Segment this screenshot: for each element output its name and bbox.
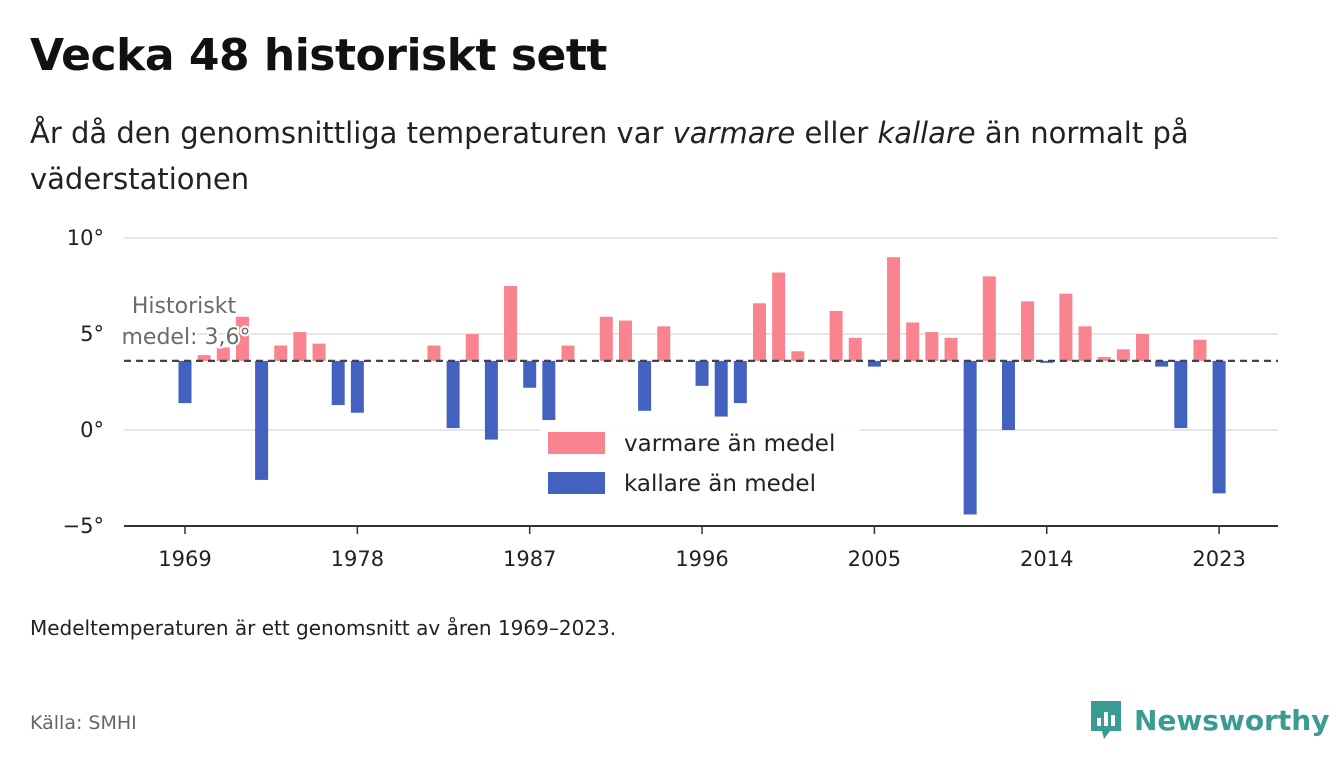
x-tick-label: 1978 [331, 547, 384, 571]
chart-subtitle: År då den genomsnittliga temperaturen va… [30, 110, 1280, 202]
bar-cold [1174, 360, 1188, 429]
average-label: medel: 3,6° [122, 325, 251, 350]
y-tick-label: 5° [80, 322, 104, 346]
bar-warm [197, 355, 211, 361]
bar-warm [312, 343, 326, 361]
bar-cold [446, 360, 460, 429]
bar-warm [1059, 293, 1073, 361]
bar-warm [274, 345, 288, 361]
bar-cold [350, 360, 364, 413]
source-label: Källa: SMHI [30, 712, 137, 734]
newsworthy-logo-icon [1091, 701, 1121, 739]
bar-cold [1155, 360, 1169, 367]
subtitle-text-end: än normalt på väderstationen [30, 116, 1189, 196]
bar-warm [599, 316, 613, 361]
bar-warm [293, 332, 307, 361]
bar-warm [848, 337, 862, 361]
bar-cold [695, 360, 709, 386]
bar-cold [178, 360, 192, 404]
bar-warm [427, 345, 441, 361]
y-tick-label: 0° [80, 418, 104, 442]
bar-warm [753, 303, 766, 361]
bar-cold [714, 360, 728, 417]
bar-warm [944, 337, 958, 361]
bar-warm [618, 320, 632, 361]
bar-warm [1116, 349, 1130, 361]
x-tick-label: 2014 [1020, 547, 1073, 571]
bar-cold [331, 360, 345, 406]
page-title: Vecka 48 historiskt sett [30, 30, 607, 81]
x-tick-label: 1996 [675, 547, 728, 571]
bar-warm [465, 334, 479, 361]
bar-cold [1001, 360, 1015, 430]
brand-name: Newsworthy [1134, 703, 1330, 737]
x-tick-label: 1987 [503, 547, 556, 571]
bar-cold [542, 360, 556, 421]
temperature-bar-chart: −5° 0° 5° 10° 1969 1978 1987 1996 2005 2014 2023 Hi… [63, 226, 1278, 571]
bar-cold [1212, 360, 1226, 494]
brand-logo[interactable]: Newsworthy [1088, 698, 1329, 742]
legend-label: kallare än medel [624, 471, 816, 497]
bar-warm [235, 316, 249, 361]
bar-cold [255, 360, 269, 480]
subtitle-cold-word: kallare [877, 116, 976, 150]
bar-cold [523, 360, 537, 388]
footnote: Medeltemperaturen är ett genomsnitt av å… [30, 616, 617, 640]
bar-warm [1078, 326, 1092, 361]
y-tick-label: 10° [67, 226, 104, 250]
subtitle-text-mid: eller [795, 116, 878, 150]
bar-warm [829, 310, 843, 361]
bar-warm [561, 345, 575, 361]
bar-warm [791, 351, 805, 361]
bar-warm [906, 322, 920, 361]
bar-cold [867, 360, 881, 367]
bar-warm [925, 332, 939, 361]
bar-warm [1021, 301, 1035, 361]
subtitle-text-start: År då den genomsnittliga temperaturen va… [30, 116, 673, 150]
bar-warm [887, 257, 901, 361]
bar-cold [1040, 360, 1054, 363]
y-tick-label: −5° [63, 514, 104, 538]
bar-warm [504, 286, 518, 361]
bar-warm [1097, 357, 1111, 361]
average-label: Historiskt [132, 294, 237, 319]
bar-warm [982, 276, 996, 361]
bar-warm [1136, 334, 1149, 361]
x-tick-label: 2023 [1192, 547, 1245, 571]
bar-warm [772, 272, 786, 361]
x-tick-label: 2005 [848, 547, 901, 571]
bar-cold [733, 360, 747, 404]
bar-cold [638, 360, 652, 411]
bar-cold [484, 360, 498, 440]
x-tick-label: 1969 [158, 547, 211, 571]
bar-cold [963, 360, 977, 515]
subtitle-warm-word: varmare [672, 116, 796, 150]
bar-warm [1193, 339, 1207, 361]
legend-swatch [548, 432, 605, 454]
legend-swatch [548, 472, 605, 494]
legend-label: varmare än medel [624, 431, 835, 457]
bar-warm [657, 326, 671, 361]
bar-warm [216, 347, 230, 361]
